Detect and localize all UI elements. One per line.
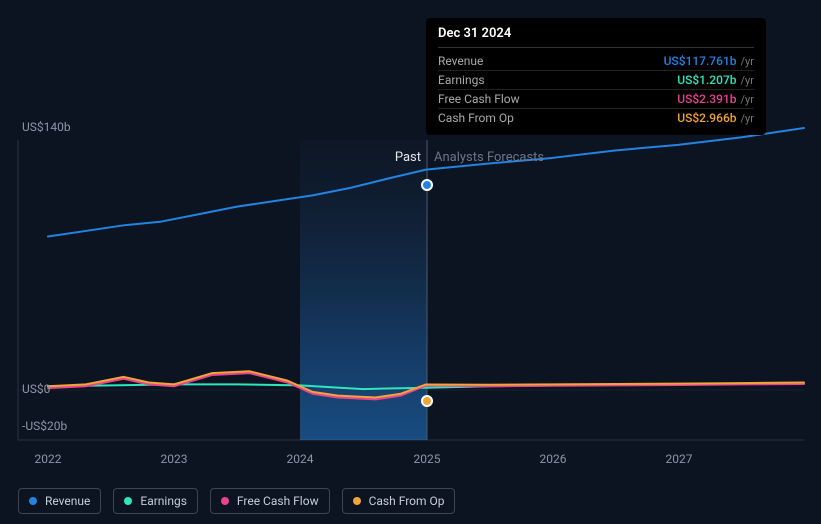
tooltip-row: Earnings US$1.207b/yr [438,71,754,90]
tooltip-metric-label: Free Cash Flow [438,92,520,106]
x-tick-label: 2022 [35,452,62,466]
past-section-label: Past [395,150,421,165]
y-tick-label: US$0 [22,382,50,396]
x-tick-label: 2025 [414,452,441,466]
legend-item-earnings[interactable]: Earnings [113,488,198,514]
x-tick-label: 2026 [540,452,567,466]
financials-chart: US$140b US$0 -US$20b 2022 2023 2024 2025 2026 2… [0,0,821,524]
tooltip-metric-label: Cash From Op [438,111,514,125]
legend-item-cfo[interactable]: Cash From Op [342,488,456,514]
chart-tooltip: Dec 31 2024 RevenueUS$117.761b/yrEarning… [426,18,766,135]
y-tick-label: -US$20b [22,419,67,433]
tooltip-row: Revenue US$117.761b/yr [438,52,754,71]
tooltip-metric-value: US$2.966b [677,111,736,125]
legend-dot-icon [124,497,132,505]
tooltip-row: Cash From Op US$2.966b/yr [438,109,754,127]
tooltip-metric-label: Revenue [438,54,483,68]
x-tick-label: 2023 [161,452,188,466]
legend-dot-icon [353,497,361,505]
legend-label: Revenue [45,494,90,508]
tooltip-metric-unit: /yr [741,112,754,125]
chart-legend: Revenue Earnings Free Cash Flow Cash From O… [18,488,455,514]
tooltip-metric-value: US$2.391b [677,92,736,106]
tooltip-metric-unit: /yr [741,93,754,106]
y-tick-label: US$140b [22,120,71,134]
legend-label: Free Cash Flow [237,494,319,508]
legend-item-fcf[interactable]: Free Cash Flow [210,488,330,514]
x-tick-label: 2024 [287,452,314,466]
legend-item-revenue[interactable]: Revenue [18,488,101,514]
legend-label: Cash From Op [369,494,445,508]
tooltip-metric-unit: /yr [741,74,754,87]
tooltip-date: Dec 31 2024 [438,26,754,48]
tooltip-metric-value: US$1.207b [677,73,736,87]
forecast-section-label: Analysts Forecasts [434,150,544,165]
legend-dot-icon [29,497,37,505]
tooltip-row: Free Cash Flow US$2.391b/yr [438,90,754,109]
legend-label: Earnings [140,494,187,508]
tooltip-metric-unit: /yr [741,55,754,68]
legend-dot-icon [221,497,229,505]
tooltip-metric-label: Earnings [438,73,485,87]
tooltip-metric-value: US$117.761b [664,54,737,68]
x-tick-label: 2027 [666,452,693,466]
